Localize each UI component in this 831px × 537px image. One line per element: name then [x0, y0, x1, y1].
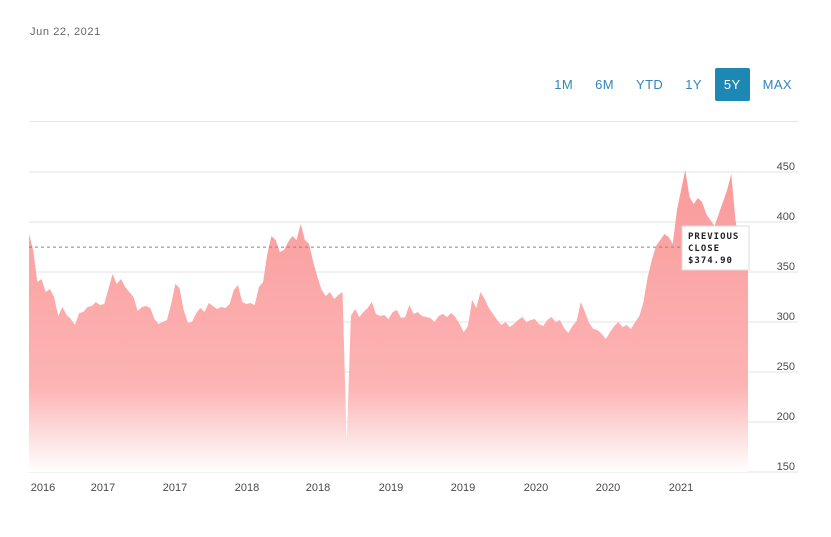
- y-tick-label: 400: [777, 211, 795, 223]
- previous-close-tooltip: PREVIOUS CLOSE $374.90: [682, 226, 749, 270]
- y-tick-label: 250: [777, 361, 795, 373]
- x-tick-label: 2019: [451, 482, 475, 494]
- x-tick-label: 2018: [235, 482, 259, 494]
- tooltip-line-2: CLOSE: [688, 244, 720, 254]
- tooltip-line-1: PREVIOUS: [688, 232, 739, 242]
- x-tick-label: 2020: [524, 482, 548, 494]
- y-tick-label: 300: [777, 311, 795, 323]
- x-tick-label: 2017: [163, 482, 187, 494]
- x-tick-label: 2016: [31, 482, 55, 494]
- price-area: [29, 170, 748, 472]
- y-tick-label: 150: [777, 461, 795, 473]
- x-tick-label: 2020: [596, 482, 620, 494]
- x-axis: 2016 2017 2017 2018 2018 2019 2019 2020 2020 2021: [31, 482, 693, 494]
- y-tick-label: 450: [777, 161, 795, 173]
- x-tick-label: 2017: [91, 482, 115, 494]
- x-tick-label: 2021: [669, 482, 693, 494]
- x-tick-label: 2018: [306, 482, 330, 494]
- y-tick-label: 200: [777, 411, 795, 423]
- tooltip-line-3: $374.90: [688, 256, 733, 266]
- x-tick-label: 2019: [379, 482, 403, 494]
- y-tick-label: 350: [777, 261, 795, 273]
- y-axis: 150 200 250 300 350 400 450: [777, 161, 795, 473]
